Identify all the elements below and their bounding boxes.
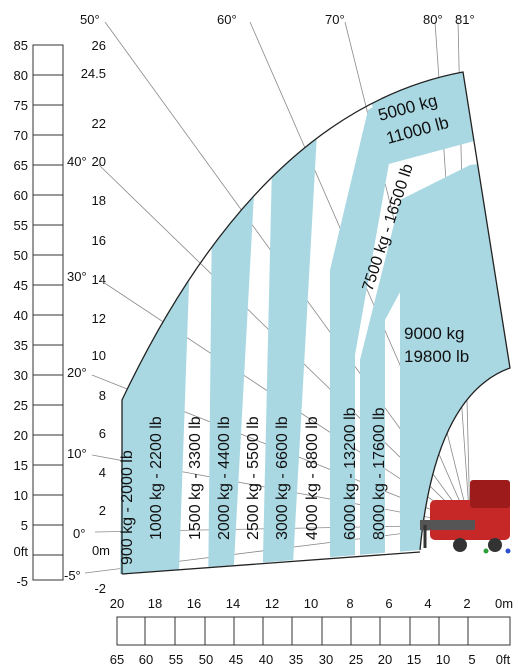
ft-left-label: 30 (14, 368, 28, 383)
angle-label-81: 81° (455, 12, 475, 27)
telehandler-machine (420, 480, 511, 554)
ft-left-label: 45 (14, 278, 28, 293)
m-x-label: 18 (148, 596, 162, 611)
ft-left-label: 80 (14, 68, 28, 83)
m-y-label: 6 (99, 426, 106, 441)
m-y-label: 26 (92, 38, 106, 53)
m-y-label: 12 (92, 311, 106, 326)
zone-label-1500: 1500 kg - 3300 lb (187, 416, 204, 540)
ft-scale-bottom: 65 60 55 50 45 40 35 30 25 20 15 10 5 0f… (110, 616, 511, 667)
m-x-label: 20 (110, 596, 124, 611)
ft-left-label: 35 (14, 338, 28, 353)
ft-left-label: 0ft (14, 544, 29, 559)
zone-8000kg (360, 160, 510, 574)
m-y-label: 14 (92, 272, 106, 287)
m-y-label: 4 (99, 465, 106, 480)
m-y-label: 20 (92, 154, 106, 169)
ft-left-label: 25 (14, 398, 28, 413)
m-x-label: 14 (226, 596, 240, 611)
zone-label-900: 900 kg - 2000 lb (119, 450, 136, 565)
zone-label-1000: 1000 kg - 2200 lb (148, 416, 165, 540)
angle-label-50: 50° (80, 12, 100, 27)
ft-left-label: -5 (16, 574, 28, 589)
ft-left-label: 10 (14, 488, 28, 503)
ft-bottom-label: 5 (468, 652, 475, 667)
ft-bottom-label: 60 (139, 652, 153, 667)
ft-left-label: 40 (14, 308, 28, 323)
ft-left-label: 75 (14, 98, 28, 113)
ft-bottom-label: 30 (319, 652, 333, 667)
ft-bottom-label: 25 (349, 652, 363, 667)
angle-label-70: 70° (325, 12, 345, 27)
m-x-label: 4 (424, 596, 431, 611)
ft-bottom-label: 10 (436, 652, 450, 667)
ft-left-label: 50 (14, 248, 28, 263)
m-y-label: 22 (92, 116, 106, 131)
m-x-label: 8 (346, 596, 353, 611)
ft-left-label: 65 (14, 158, 28, 173)
ft-bottom-label: 45 (229, 652, 243, 667)
zone-label-2000: 2000 kg - 4400 lb (216, 416, 233, 540)
ft-bottom-label: 50 (199, 652, 213, 667)
m-y-label: 8 (99, 388, 106, 403)
m-y-label: 0m (92, 543, 110, 558)
m-x-label: 16 (187, 596, 201, 611)
m-y-label: 16 (92, 233, 106, 248)
ft-left-label: 20 (14, 428, 28, 443)
m-x-label: 6 (385, 596, 392, 611)
m-y-label: 24.5 (81, 66, 106, 81)
angle-labels: 50° 60° 70° 80° 81° 40° 30° 20° 10° 0° -… (64, 12, 475, 583)
zone-label-9000-lb: 19800 lb (404, 347, 469, 366)
bottom-boundary (121, 551, 421, 575)
ft-left-label: 85 (14, 38, 28, 53)
ft-bottom-label: 65 (110, 652, 124, 667)
m-x-label: 2 (463, 596, 470, 611)
zone-2000kg (208, 175, 255, 574)
working-envelope (121, 71, 511, 574)
m-x-label: 0m (495, 596, 513, 611)
m-y-label: 2 (99, 503, 106, 518)
zone-6000kg (330, 90, 402, 574)
m-y-label: 10 (92, 348, 106, 363)
ft-bottom-label: 35 (289, 652, 303, 667)
angle-label-10: 10° (67, 446, 87, 461)
zone-label-4000: 4000 kg - 8800 lb (304, 416, 321, 540)
m-x-label: 10 (304, 596, 318, 611)
ft-bottom-label: 20 (378, 652, 392, 667)
ft-bottom-label: 0ft (496, 652, 511, 667)
ft-bottom-label: 15 (407, 652, 421, 667)
ft-bottom-label: 55 (169, 652, 183, 667)
angle-label-80: 80° (423, 12, 443, 27)
zone-label-6000: 6000 kg - 13200 lb (342, 407, 359, 540)
zone-label-2500: 2500 kg - 5500 lb (245, 416, 262, 540)
angle-label-minus5: -5° (64, 568, 81, 583)
ft-left-label: 5 (21, 518, 28, 533)
angle-label-30: 30° (67, 269, 87, 284)
zone-label-9000: 9000 kg (404, 324, 465, 343)
zone-label-3000: 3000 kg - 6600 lb (274, 416, 291, 540)
ft-left-label: 70 (14, 128, 28, 143)
angle-label-60: 60° (217, 12, 237, 27)
ft-bottom-label: 40 (259, 652, 273, 667)
zone-label-8000: 8000 kg - 17600 lb (371, 407, 388, 540)
angle-label-0: 0° (73, 526, 85, 541)
ft-left-label: 15 (14, 458, 28, 473)
angle-label-20: 20° (67, 365, 87, 380)
m-y-label: -2 (94, 581, 106, 596)
m-x-label: 12 (265, 596, 279, 611)
m-y-label: 18 (92, 193, 106, 208)
ft-scale-left: 85 80 75 70 65 60 55 50 45 40 35 30 25 2… (14, 38, 64, 589)
m-x-labels: 20 18 16 14 12 10 8 6 4 2 0m (110, 596, 513, 611)
m-y-labels: 26 24.5 22 20 18 16 14 12 10 8 6 4 2 0m … (81, 38, 110, 596)
ft-left-label: 55 (14, 218, 28, 233)
angle-label-40: 40° (67, 154, 87, 169)
ft-left-label: 60 (14, 188, 28, 203)
zone-3000kg (262, 115, 318, 574)
